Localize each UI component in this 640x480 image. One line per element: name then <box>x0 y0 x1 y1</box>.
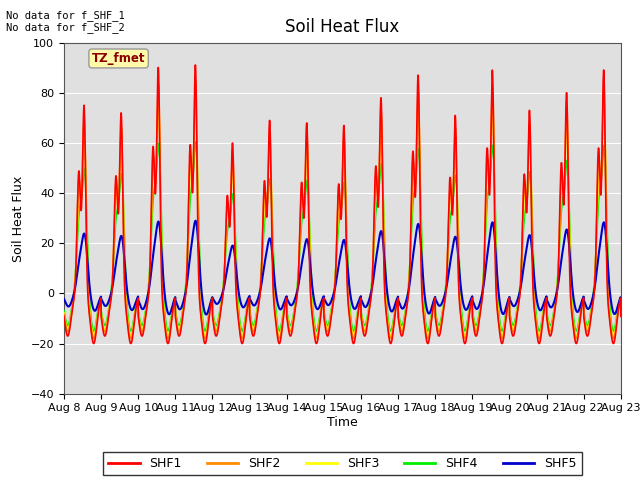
Y-axis label: Soil Heat Flux: Soil Heat Flux <box>12 175 25 262</box>
Text: No data for f_SHF_1
No data for f_SHF_2: No data for f_SHF_1 No data for f_SHF_2 <box>6 10 125 33</box>
X-axis label: Time: Time <box>327 416 358 429</box>
Text: TZ_fmet: TZ_fmet <box>92 52 145 65</box>
Legend: SHF1, SHF2, SHF3, SHF4, SHF5: SHF1, SHF2, SHF3, SHF4, SHF5 <box>103 453 582 475</box>
Title: Soil Heat Flux: Soil Heat Flux <box>285 18 399 36</box>
